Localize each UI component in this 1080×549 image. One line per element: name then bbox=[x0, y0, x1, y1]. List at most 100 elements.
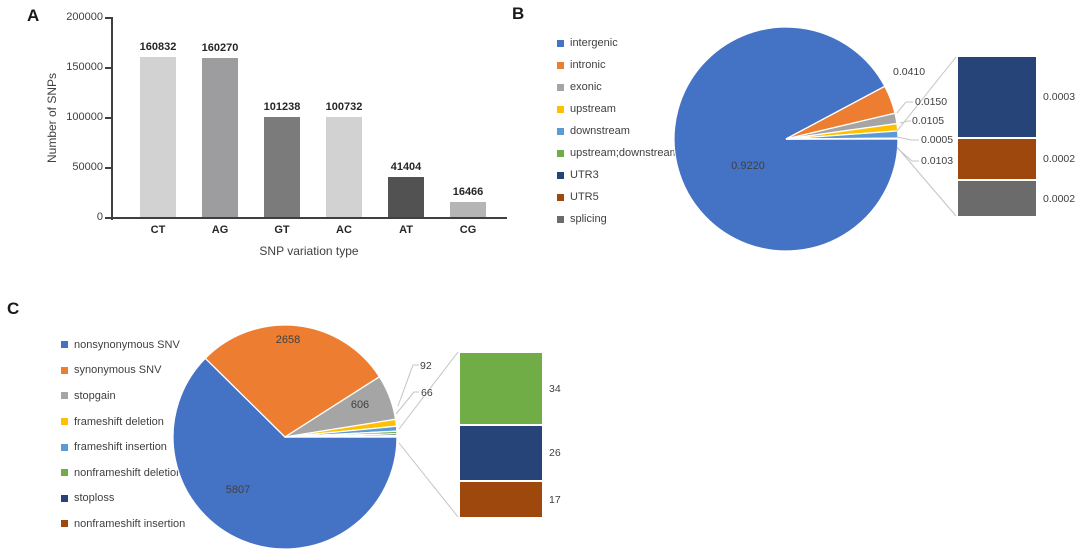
y-axis-line bbox=[111, 17, 113, 220]
pie-inside-label: 2658 bbox=[275, 334, 301, 346]
breakout-segment-label: 0.0002 bbox=[1043, 192, 1076, 205]
legend-item-frameshift-insertion: frameshift insertion bbox=[61, 434, 185, 460]
legend-item-exonic: exonic bbox=[557, 76, 679, 98]
legend-item-frameshift-deletion: frameshift deletion bbox=[61, 409, 185, 435]
legend-label: stoploss bbox=[74, 492, 115, 505]
pie-callout-label: 0.0105 bbox=[912, 115, 945, 127]
breakout-segment-label: 26 bbox=[549, 447, 561, 459]
x-category-label: AG bbox=[211, 224, 229, 236]
y-tick-label: 200000 bbox=[66, 11, 103, 23]
legend-label: UTR5 bbox=[570, 191, 599, 203]
breakout-segment bbox=[459, 425, 543, 481]
legend-item-intronic: intronic bbox=[557, 54, 679, 76]
y-tick-mark bbox=[105, 67, 111, 69]
bar-AT bbox=[388, 177, 424, 217]
legend-label: UTR3 bbox=[570, 169, 599, 181]
legend-swatch bbox=[557, 171, 564, 179]
pie-slice-synonymous-SNV bbox=[204, 324, 381, 438]
bar-CT bbox=[140, 57, 176, 217]
breakout-segment bbox=[957, 56, 1037, 138]
y-tick-label: 150000 bbox=[66, 61, 103, 73]
pie-inside-label: 606 bbox=[350, 399, 370, 411]
legend-swatch bbox=[61, 520, 68, 528]
legend-swatch bbox=[557, 105, 564, 113]
pie-callout-label: 0.0103 bbox=[921, 155, 954, 167]
annotation-region-legend: intergenic intronic exonic upstream downstre… bbox=[557, 32, 679, 230]
legend-item-intergenic: intergenic bbox=[557, 32, 679, 54]
panel-c-letter: C bbox=[7, 299, 20, 318]
y-tick-mark bbox=[105, 117, 111, 119]
x-category-label: AT bbox=[399, 224, 413, 236]
breakout-segment bbox=[459, 481, 543, 518]
bar-AC bbox=[326, 117, 362, 217]
breakout-segment bbox=[957, 180, 1037, 217]
legend-swatch bbox=[557, 61, 564, 69]
legend-swatch bbox=[61, 494, 68, 502]
legend-label: intronic bbox=[570, 59, 606, 71]
y-tick-label: 50000 bbox=[72, 161, 103, 173]
legend-item-downstream: downstream bbox=[557, 120, 679, 142]
legend-label: frameshift deletion bbox=[74, 415, 164, 428]
pie-inside-label: 5807 bbox=[225, 484, 251, 496]
leader-line bbox=[397, 364, 419, 407]
bar-value-label: 16466 bbox=[452, 186, 484, 198]
legend-label: stopgain bbox=[74, 389, 116, 402]
legend-swatch bbox=[557, 193, 564, 201]
x-category-label: AC bbox=[336, 224, 352, 236]
pie-callout-label: 92 bbox=[420, 360, 432, 372]
x-category-label: GT bbox=[274, 224, 290, 236]
bar-AG bbox=[202, 58, 238, 217]
legend-swatch bbox=[557, 127, 564, 135]
legend-item-synonymous-SNV: synonymous SNV bbox=[61, 358, 185, 384]
x-category-label: CT bbox=[150, 224, 166, 236]
pie-callout-label: 0.0005 bbox=[921, 134, 954, 146]
bar-value-label: 41404 bbox=[390, 161, 422, 173]
legend-label: downstream bbox=[570, 125, 630, 137]
legend-swatch bbox=[61, 392, 68, 400]
legend-item-stoploss: stoploss bbox=[61, 486, 185, 512]
legend-item-splicing: splicing bbox=[557, 208, 679, 230]
breakout-segment bbox=[957, 138, 1037, 180]
x-axis-title: SNP variation type bbox=[259, 244, 359, 258]
legend-label: splicing bbox=[570, 213, 607, 225]
pie-slice-nonsynonymous-SNV bbox=[172, 357, 398, 549]
bar-GT bbox=[264, 117, 300, 217]
legend-swatch bbox=[61, 366, 68, 374]
pie-callout-label: 66 bbox=[421, 387, 433, 399]
legend-label: upstream bbox=[570, 103, 616, 115]
breakout-segment-label: 0.0003 bbox=[1043, 91, 1076, 103]
y-tick-label: 0 bbox=[96, 211, 103, 223]
bar-value-label: 160832 bbox=[139, 41, 177, 53]
legend-item-nonframeshift-insertion: nonframeshift insertion bbox=[61, 511, 185, 537]
legend-item-upstream-downstream: upstream;downstream bbox=[557, 142, 679, 164]
bar-value-label: 160270 bbox=[201, 42, 239, 54]
legend-swatch bbox=[557, 39, 564, 47]
bar-CG bbox=[450, 202, 486, 217]
y-tick-mark bbox=[105, 167, 111, 169]
leader-line bbox=[899, 120, 911, 124]
y-tick-mark bbox=[105, 17, 111, 19]
panel-a-letter: A bbox=[27, 6, 40, 25]
leader-line bbox=[398, 442, 459, 518]
pie-callout-label: 0.0150 bbox=[915, 96, 948, 108]
legend-label: synonymous SNV bbox=[74, 364, 162, 377]
snp-type-bar-chart: Number of SNPs SNP variation type 0 50000… bbox=[0, 0, 520, 280]
legend-item-stopgain: stopgain bbox=[61, 383, 185, 409]
pie-svg bbox=[673, 26, 899, 252]
pie-svg bbox=[172, 324, 398, 549]
legend-label: nonframeshift insertion bbox=[74, 517, 186, 530]
legend-item-upstream: upstream bbox=[557, 98, 679, 120]
legend-item-UTR5: UTR5 bbox=[557, 186, 679, 208]
y-tick-label: 100000 bbox=[66, 111, 103, 123]
pie-slice-nonframeshift-insertion bbox=[284, 435, 398, 438]
breakout-segment-label: 34 bbox=[549, 382, 561, 395]
breakout-segment bbox=[459, 352, 543, 425]
legend-swatch bbox=[557, 149, 564, 157]
legend-swatch bbox=[61, 469, 68, 477]
x-axis-line bbox=[111, 217, 507, 219]
panel-b-letter: B bbox=[512, 4, 525, 23]
pie-callout-label: 0.0410 bbox=[893, 66, 926, 78]
legend-label: nonsynonymous SNV bbox=[74, 338, 180, 351]
breakout-segment-label: 0.0002 bbox=[1043, 153, 1076, 165]
legend-swatch bbox=[557, 83, 564, 91]
